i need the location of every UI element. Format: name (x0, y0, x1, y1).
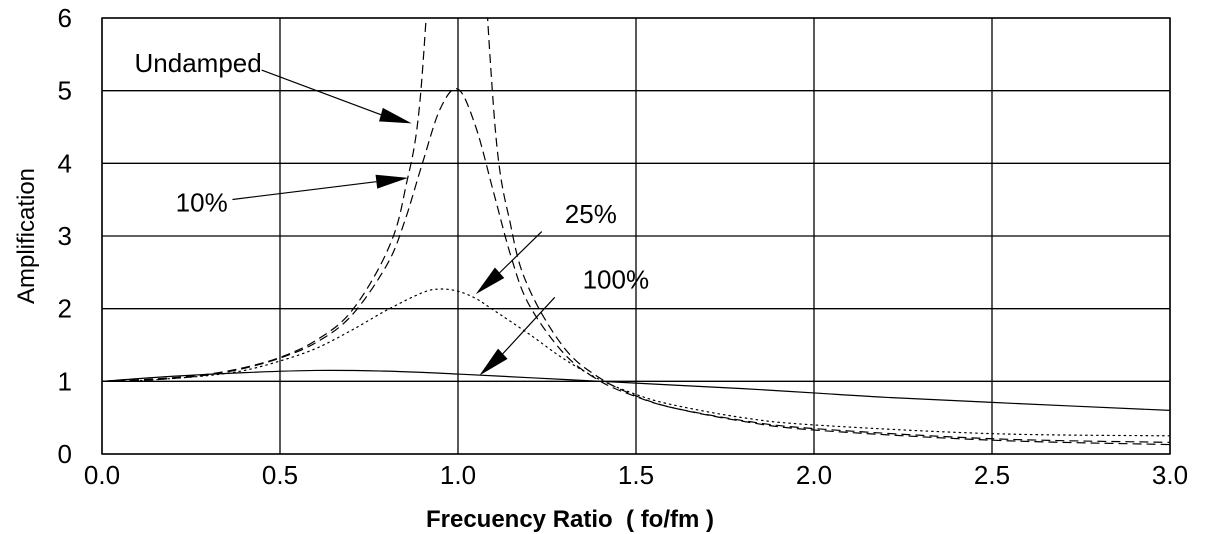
annotations: Undamped 10% 25% 100% (135, 48, 650, 376)
series-line-undamped (102, 18, 1170, 446)
x-tick-label: 2.0 (796, 460, 832, 490)
annotation-arrowhead-25pct (475, 267, 505, 295)
x-tick-label: 1.5 (618, 460, 654, 490)
y-tick-label: 2 (58, 294, 72, 324)
y-axis-title: Amplification (13, 168, 40, 304)
annotation-label-100pct: 100% (583, 265, 650, 295)
y-tick-label: 0 (58, 439, 72, 469)
y-tick-label: 4 (58, 148, 72, 178)
x-tick-label: 1.0 (440, 460, 476, 490)
x-tick-label: 3.0 (1152, 460, 1188, 490)
tick-labels: 0.0 0.5 1.0 1.5 2.0 2.5 3.0 0 1 2 3 4 5 6 (58, 3, 1189, 490)
y-tick-label: 3 (58, 221, 72, 251)
annotation-pointer-undamped (261, 69, 382, 116)
x-axis-title: Frecuency Ratio ( fo/fm ) (426, 506, 714, 533)
annotation-arrowhead-10pct (375, 174, 409, 189)
annotation-label-undamped: Undamped (135, 48, 262, 78)
plot-frame (101, 17, 1171, 455)
x-tick-label: 0.0 (84, 460, 120, 490)
y-tick-label: 1 (58, 366, 72, 396)
series-line-100pct (102, 369, 1170, 411)
x-tick-label: 0.5 (262, 460, 298, 490)
curves (102, 18, 1170, 446)
annotation-arrowhead-100pct (479, 348, 508, 376)
annotation-pointer-10pct (232, 181, 377, 201)
grid (101, 17, 1171, 455)
series-line-25pct (102, 288, 1170, 437)
series-line-10pct (102, 88, 1170, 443)
annotation-pointer-25pct (499, 231, 543, 274)
annotation-label-25pct: 25% (565, 199, 617, 229)
x-tick-label: 2.5 (974, 460, 1010, 490)
annotation-label-10pct: 10% (176, 188, 228, 218)
annotation-pointer-100pct (502, 296, 556, 355)
y-tick-label: 6 (58, 3, 72, 33)
y-tick-label: 5 (58, 76, 72, 106)
annotation-arrowhead-undamped (379, 107, 412, 124)
